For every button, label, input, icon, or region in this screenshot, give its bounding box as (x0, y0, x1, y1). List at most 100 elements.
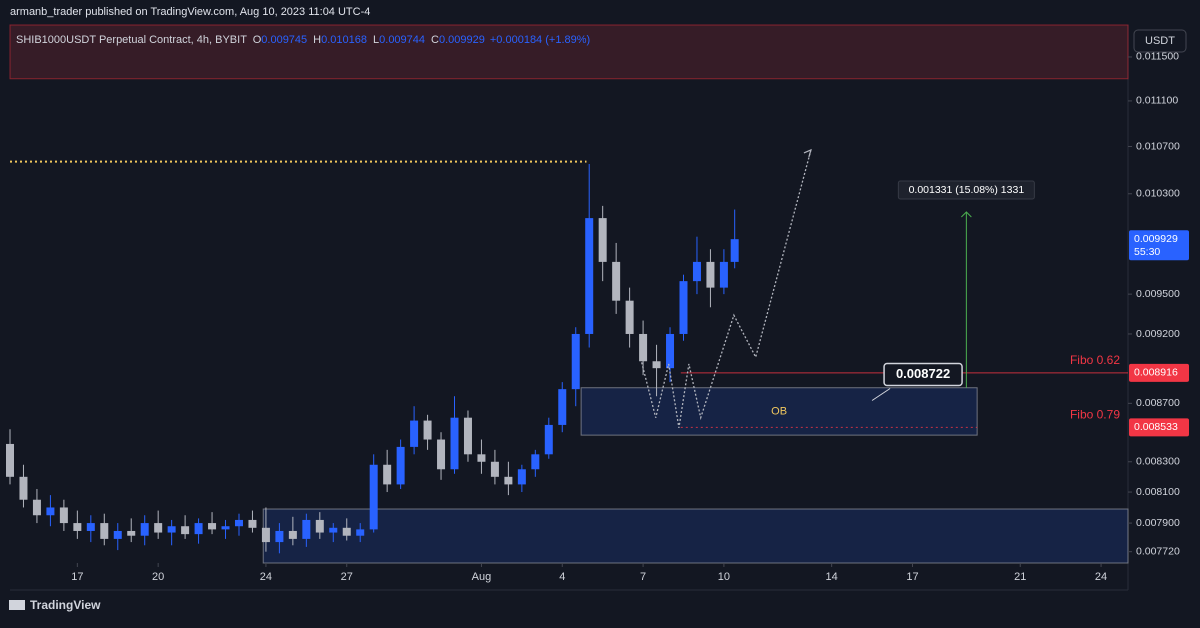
y-tick-label: 0.009500 (1136, 288, 1180, 300)
candle-body (234, 519, 243, 527)
last-price-label: 0.009929 (1134, 233, 1178, 245)
price-badge (1129, 363, 1189, 382)
callout-box (883, 362, 963, 387)
candle-body (86, 523, 95, 531)
candle-body (73, 523, 82, 531)
zone (9, 24, 1129, 80)
candle-body (19, 476, 28, 500)
fibo-label: Fibo 0.79 (1070, 408, 1120, 422)
x-tick-label: Aug (472, 571, 492, 583)
candle-body (275, 530, 284, 543)
candle-body (423, 420, 432, 440)
candle-body (652, 361, 661, 369)
candle-body (490, 461, 499, 477)
symbol: SHIB1000USDT Perpetual Contract, 4h, BYB… (16, 34, 247, 46)
candle-body (261, 527, 270, 543)
candle-body (666, 333, 675, 369)
candle-body (625, 300, 634, 334)
measure-arrowhead (961, 211, 972, 218)
x-tick-label: 17 (71, 571, 83, 583)
projection-arrowhead (803, 148, 812, 158)
callout-text: 0.008722 (896, 366, 950, 381)
header-legend: SHIB1000USDT Perpetual Contract, 4h, BYB… (16, 34, 590, 46)
y-tick-label: 0.007720 (1136, 545, 1180, 557)
zone (262, 508, 1129, 564)
candle-body (598, 218, 607, 262)
candle-body (437, 439, 446, 470)
field-key: H (313, 34, 321, 46)
candle-body (248, 519, 257, 528)
candle-body (585, 218, 594, 334)
candle-body (504, 476, 513, 485)
last-price-badge (1129, 230, 1189, 261)
candle-body (692, 261, 701, 282)
candle-body (558, 389, 567, 425)
y-tick-label: 0.008700 (1136, 397, 1180, 409)
y-tick-label: 0.010700 (1136, 140, 1180, 152)
candle-body (302, 519, 311, 539)
y-tick-label: 0.011100 (1136, 95, 1178, 107)
y-tick-label: 0.008300 (1136, 456, 1180, 468)
candle-body (100, 523, 109, 539)
x-tick-label: 24 (1095, 571, 1107, 583)
candle-body (719, 261, 728, 288)
x-tick-label: 27 (341, 571, 353, 583)
y-tick-label: 0.010300 (1136, 188, 1180, 200)
fibo-label: Fibo 0.62 (1070, 353, 1120, 367)
x-tick-label: 14 (826, 571, 838, 583)
measure-label: 0.001331 (15.08%) 1331 (909, 184, 1025, 196)
callout-pointer (871, 388, 891, 401)
candle-body (32, 499, 41, 516)
field-value: 0.009744 (379, 34, 425, 46)
candle-body (59, 507, 68, 524)
candle-body (706, 261, 715, 288)
price-badge (1129, 418, 1189, 437)
field-key: L (373, 34, 379, 46)
candle-body (383, 464, 392, 485)
brand-logo (9, 600, 25, 610)
candle-body (410, 420, 419, 447)
currency-button[interactable] (1133, 29, 1187, 53)
candle-body (221, 526, 230, 530)
candle-body (181, 526, 190, 535)
candle-body (369, 464, 378, 530)
candle-body (517, 469, 526, 485)
candle-body (329, 527, 338, 533)
candle-body (208, 523, 217, 530)
candle-body (356, 529, 365, 536)
x-tick-label: 21 (1014, 571, 1026, 583)
field-value: 0.009929 (439, 34, 485, 46)
candle-body (6, 443, 14, 477)
candle-body (571, 333, 580, 390)
countdown-label: 55:30 (1134, 246, 1160, 258)
candle-body (154, 523, 163, 533)
x-tick-label: 24 (260, 571, 272, 583)
candle-body (730, 239, 739, 262)
y-tick-label: 0.007900 (1136, 517, 1180, 529)
publisher-line: armanb_trader published on TradingView.c… (10, 6, 370, 18)
candle-body (450, 417, 459, 470)
candle-body (679, 281, 688, 334)
candle-body (167, 526, 176, 533)
projection-path (640, 149, 812, 428)
field-key: C (431, 34, 439, 46)
footer-brand: TradingView (30, 598, 101, 612)
candle-body (140, 523, 149, 536)
candle-body (127, 530, 136, 536)
x-tick-label: 10 (718, 571, 730, 583)
zone-label: OB (771, 405, 787, 417)
candle-body (342, 527, 351, 536)
price-badge-label: 0.008533 (1134, 421, 1178, 433)
candle-body (463, 417, 472, 455)
y-tick-label: 0.009200 (1136, 328, 1180, 340)
x-tick-label: 4 (559, 571, 565, 583)
candle-body (531, 454, 540, 470)
x-tick-label: 17 (906, 571, 918, 583)
y-tick-label: 0.008100 (1136, 486, 1180, 498)
measure-box (897, 180, 1035, 200)
y-tick-label: 0.011500 (1136, 51, 1179, 63)
candle-body (46, 507, 55, 516)
currency-label[interactable]: USDT (1145, 35, 1175, 47)
